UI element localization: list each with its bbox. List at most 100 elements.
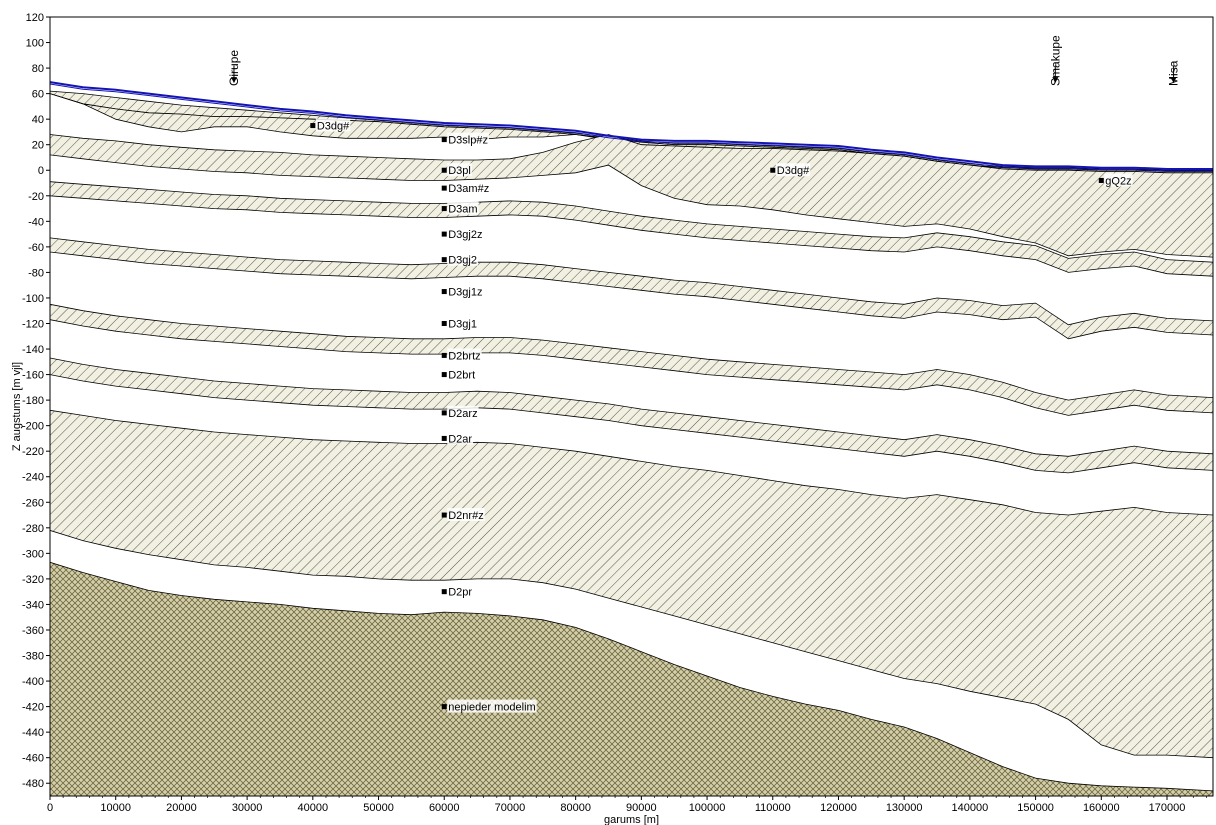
- y-tick-label: -180: [22, 395, 44, 407]
- y-tick-label: 80: [32, 63, 44, 75]
- x-tick-label: 130000: [886, 802, 923, 814]
- label-background: [447, 508, 485, 522]
- label-marker: [441, 410, 447, 416]
- y-tick-label: -360: [22, 625, 44, 637]
- layer-label: D3gj2: [448, 255, 477, 267]
- x-tick-label: 140000: [952, 802, 989, 814]
- y-tick-label: 120: [26, 12, 44, 24]
- y-tick-label: -400: [22, 676, 44, 688]
- label-background: [315, 118, 351, 132]
- label-background: [447, 316, 478, 330]
- layer-label: D2nr#z: [448, 510, 483, 522]
- x-tick-label: 0: [47, 802, 53, 814]
- layer-label: nepieder modelim: [448, 702, 535, 714]
- x-tick-label: 50000: [363, 802, 394, 814]
- label-background: [775, 163, 811, 177]
- label-marker: [441, 257, 447, 263]
- label-background: [447, 227, 484, 241]
- y-tick-label: 0: [38, 165, 44, 177]
- label-marker: [441, 372, 447, 378]
- label-background: [1104, 173, 1133, 187]
- y-tick-label: -140: [22, 344, 44, 356]
- layer-label: D2arz: [448, 408, 477, 420]
- layer-label: D3gj1z: [448, 287, 482, 299]
- place-markers: Girupe Smakupe Misa: [227, 35, 1181, 86]
- x-tick-label: 20000: [166, 802, 197, 814]
- x-axis-title: garums [m]: [604, 814, 659, 825]
- place-label: Smakupe: [1048, 35, 1062, 86]
- label-background: [447, 431, 474, 445]
- label-marker: [441, 320, 447, 326]
- place-arrow-head: [1052, 77, 1059, 84]
- label-marker: [441, 185, 447, 191]
- layer-label: gQ2z: [1105, 175, 1131, 187]
- x-tick-label: 30000: [232, 802, 263, 814]
- x-tick-label: 170000: [1149, 802, 1186, 814]
- y-tick-label: -300: [22, 548, 44, 560]
- y-tick-label: -60: [28, 242, 44, 254]
- surface-line-secondary: [50, 83, 1213, 172]
- label-marker: [441, 704, 447, 710]
- label-marker: [441, 435, 447, 441]
- x-tick-label: 150000: [1017, 802, 1054, 814]
- label-marker: [441, 206, 447, 212]
- layer-crosshatched: [50, 561, 1213, 796]
- layer-label: D3slp#z: [448, 135, 488, 147]
- x-tick-label: 90000: [626, 802, 657, 814]
- y-tick-label: -480: [22, 778, 44, 790]
- layer-label: D3gj1: [448, 318, 477, 330]
- surface-group: [50, 81, 1213, 172]
- label-background: [447, 163, 472, 177]
- y-tick-label: 100: [26, 38, 44, 50]
- y-tick-label: -280: [22, 523, 44, 535]
- label-background: [447, 699, 537, 713]
- y-tick-label: -120: [22, 318, 44, 330]
- layer-label: D2ar: [448, 433, 472, 445]
- layer-label: D3am#z: [448, 183, 489, 195]
- label-background: [447, 201, 479, 215]
- layer-labels: D3dg# D3slp#z D3pl D3dg# gQ2z D3am#z D3am D3gj2…: [310, 118, 1133, 714]
- y-tick-label: 20: [32, 140, 44, 152]
- x-tick-label: 70000: [495, 802, 526, 814]
- label-background: [447, 252, 478, 266]
- plot-frame: [49, 16, 1214, 797]
- place-arrow-head: [1170, 77, 1177, 84]
- layer-band-7: [50, 409, 1213, 759]
- layer-label: D3dg#: [317, 121, 350, 133]
- y-tick-label: 40: [32, 114, 44, 126]
- y-tick-label: -200: [22, 421, 44, 433]
- label-marker: [441, 231, 447, 237]
- label-marker: [1098, 177, 1104, 183]
- layer-band-1: [50, 93, 1213, 174]
- y-tick-label: -40: [28, 216, 44, 228]
- layer-label: D2brtz: [448, 350, 480, 362]
- label-background: [447, 181, 491, 195]
- x-tick-label: 40000: [298, 802, 329, 814]
- x-tick-label: 60000: [429, 802, 460, 814]
- label-marker: [441, 137, 447, 143]
- label-background: [447, 132, 489, 146]
- label-marker: [441, 512, 447, 518]
- x-tick-label: 100000: [689, 802, 726, 814]
- layer-label: D2brt: [448, 370, 475, 382]
- label-marker: [441, 352, 447, 358]
- label-marker: [441, 589, 447, 595]
- y-axis: 120 100 80 60 40 20 0 -20 -40 -60 -80 -100 -120 -140 -…: [22, 12, 50, 790]
- y-tick-label: -420: [22, 702, 44, 714]
- layer-band-5: [50, 303, 1213, 416]
- x-tick-label: 110000: [755, 802, 791, 814]
- label-background: [447, 348, 482, 362]
- x-tick-label: 120000: [820, 802, 857, 814]
- y-axis-title: Z augstums [m vjl]: [11, 362, 23, 451]
- label-background: [447, 284, 484, 298]
- layer-label: D3dg#: [777, 165, 810, 177]
- layer-band-4: [50, 237, 1213, 340]
- layer-label: D3pl: [448, 165, 471, 177]
- y-tick-label: -440: [22, 727, 44, 739]
- layer-band-3: [50, 181, 1213, 277]
- y-tick-label: -260: [22, 497, 44, 509]
- label-marker: [770, 167, 776, 173]
- y-tick-label: -340: [22, 599, 44, 611]
- y-tick-label: -80: [28, 267, 44, 279]
